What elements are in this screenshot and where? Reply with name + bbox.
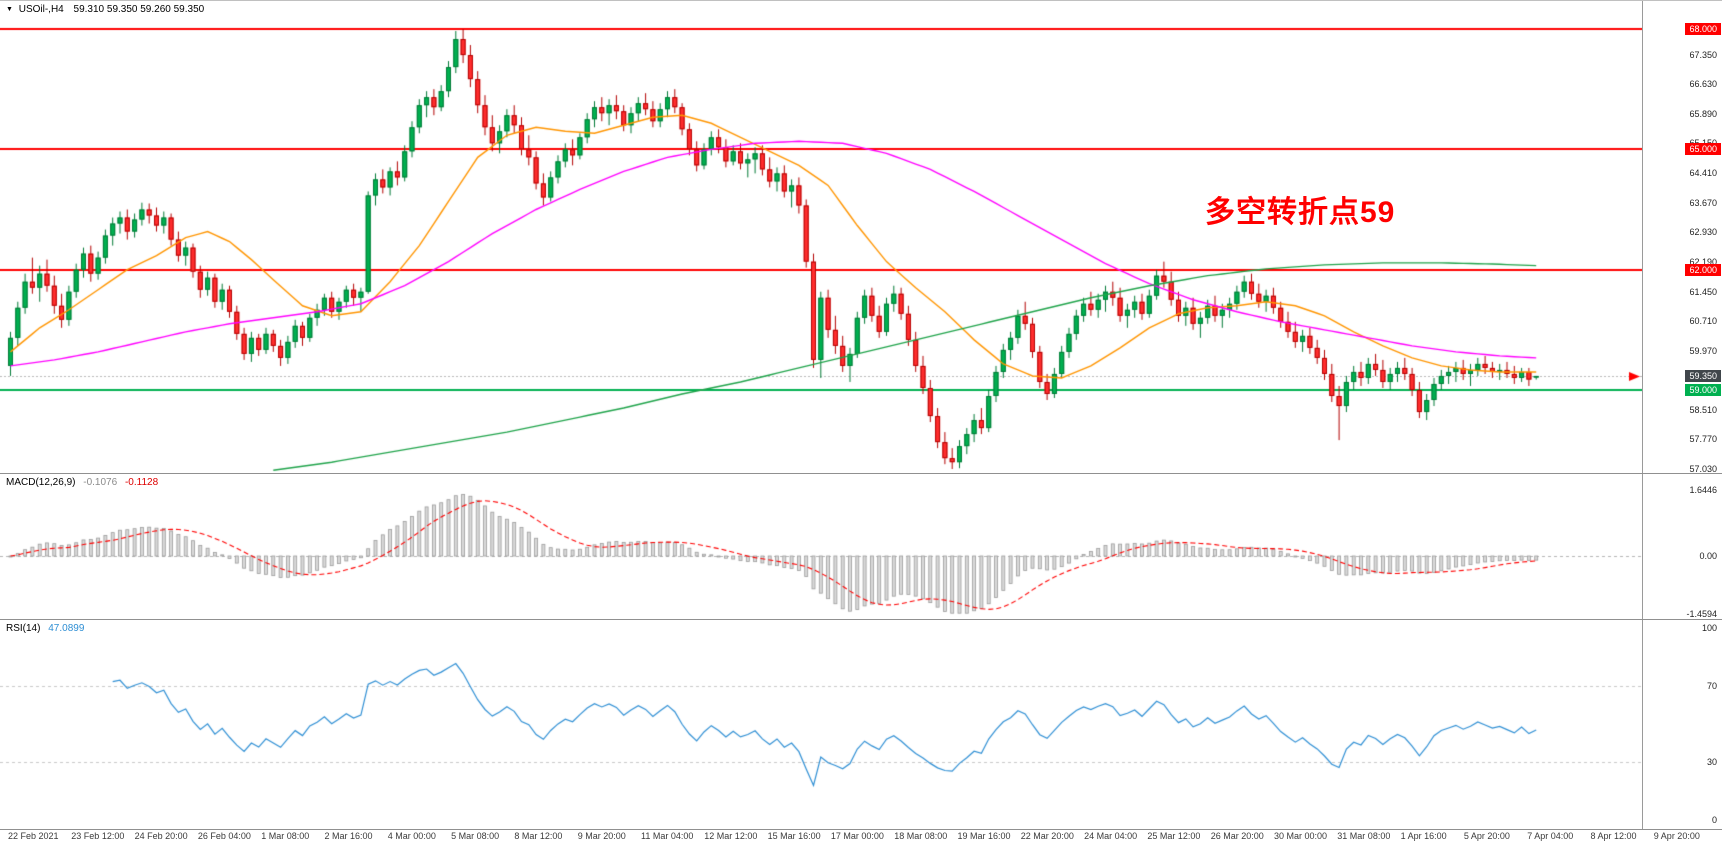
macd-chart-canvas[interactable] [0, 474, 1642, 620]
rsi-axis-tick: 70 [1706, 680, 1717, 691]
time-axis-label: 12 Mar 12:00 [704, 831, 758, 841]
rsi-name: RSI(14) [6, 623, 41, 634]
time-axis-label: 22 Feb 2021 [8, 831, 59, 841]
time-axis-label: 11 Mar 04:00 [641, 831, 694, 841]
price-axis-tick: 62.190 [1689, 257, 1717, 268]
macd-axis-tick: -1.4594 [1686, 609, 1717, 620]
time-axis-label: 26 Mar 20:00 [1210, 831, 1264, 841]
rsi-axis-scale[interactable]: 100 70 30 0 [1642, 620, 1722, 829]
time-axis-label: 1 Mar 08:00 [261, 831, 310, 841]
rsi-indicator-label: RSI(14) 47.0899 [6, 623, 84, 634]
macd-indicator-panel: MACD(12,26,9) -0.1076 -0.1128 1.6446 0.00… [0, 473, 1722, 620]
price-level-badge: 62.000 [1685, 263, 1721, 276]
price-axis-tick: 61.450 [1689, 286, 1717, 297]
price-chart-panel: ▼ USOil-,H4 59.310 59.350 59.260 59.350 … [0, 1, 1722, 474]
time-axis-label: 2 Mar 16:00 [324, 831, 373, 841]
price-chart-canvas[interactable] [0, 1, 1642, 473]
time-axis-label: 4 Mar 00:00 [387, 831, 436, 841]
symbol-marker-icon: ▼ [6, 6, 13, 13]
time-axis-label: 5 Mar 08:00 [451, 831, 500, 841]
time-axis-label: 9 Mar 20:00 [577, 831, 626, 841]
time-axis-label: 8 Mar 12:00 [514, 831, 563, 841]
time-axis-label: 9 Apr 20:00 [1653, 831, 1700, 841]
macd-axis-tick: 1.6446 [1689, 485, 1717, 496]
macd-axis-tick: 0.00 [1699, 551, 1717, 561]
time-axis-label: 1 Apr 16:00 [1400, 831, 1447, 841]
time-axis-label: 26 Feb 04:00 [197, 831, 251, 841]
price-axis-tick: 57.030 [1689, 464, 1717, 474]
macd-indicator-label: MACD(12,26,9) -0.1076 -0.1128 [6, 477, 158, 488]
time-axis[interactable]: 22 Feb 2021 23 Feb 12:00 24 Feb 20:00 26 Fe… [0, 829, 1722, 841]
price-axis-tick: 60.710 [1689, 316, 1717, 327]
time-axis-label: 7 Apr 04:00 [1527, 831, 1574, 841]
macd-value-signal: -0.1128 [124, 477, 159, 488]
time-axis-label: 24 Feb 20:00 [134, 831, 188, 841]
price-axis-scale[interactable]: 68.000 67.350 66.630 65.890 65.150 64.410 63.6… [1642, 1, 1722, 474]
rsi-chart-canvas[interactable] [0, 620, 1642, 830]
macd-name: MACD(12,26,9) [6, 477, 76, 488]
price-axis-tick: 67.350 [1689, 50, 1717, 61]
price-axis-tick: 65.890 [1689, 108, 1717, 119]
time-axis-label: 22 Mar 20:00 [1020, 831, 1074, 841]
price-axis-tick: 58.510 [1689, 404, 1717, 415]
time-axis-label: 25 Mar 12:00 [1147, 831, 1201, 841]
price-axis-tick: 59.970 [1689, 346, 1717, 357]
rsi-axis-tick: 30 [1706, 757, 1717, 768]
rsi-axis-tick: 0 [1711, 815, 1717, 825]
time-axis-label: 18 Mar 08:00 [894, 831, 948, 841]
macd-axis-scale[interactable]: 1.6446 0.00 -1.4594 [1642, 474, 1722, 619]
rsi-axis-tick: 100 [1701, 623, 1717, 633]
symbol-ohlc-values: 59.310 59.350 59.260 59.350 [73, 4, 205, 15]
time-axis-label: 8 Apr 12:00 [1590, 831, 1637, 841]
macd-value-main: -0.1076 [83, 477, 118, 488]
time-axis-label: 17 Mar 00:00 [830, 831, 884, 841]
time-axis-label: 19 Mar 16:00 [957, 831, 1011, 841]
price-axis-tick: 64.410 [1689, 167, 1717, 178]
time-axis-label: 30 Mar 00:00 [1274, 831, 1328, 841]
rsi-indicator-panel: RSI(14) 47.0899 100 70 30 0 [0, 619, 1722, 830]
price-axis-tick: 62.930 [1689, 227, 1717, 238]
time-axis-label: 24 Mar 04:00 [1084, 831, 1138, 841]
time-axis-label: 31 Mar 08:00 [1337, 831, 1391, 841]
price-axis-tick: 65.150 [1689, 138, 1717, 148]
price-axis-tick: 57.770 [1689, 434, 1717, 445]
time-axis-label: 23 Feb 12:00 [71, 831, 125, 841]
price-axis-tick: 63.670 [1689, 197, 1717, 208]
time-axis-label: 15 Mar 16:00 [767, 831, 821, 841]
symbol-name: USOil-,H4 [18, 4, 64, 15]
chart-text-annotation: 多空转折点59 [1205, 196, 1396, 229]
current-price-badge: 59.350 [1685, 369, 1721, 382]
price-level-badge: 65.000 [1685, 143, 1721, 156]
symbol-info-bar: ▼ USOil-,H4 59.310 59.350 59.260 59.350 [6, 4, 204, 15]
rsi-value: 47.0899 [48, 623, 85, 634]
time-axis-label: 5 Apr 20:00 [1463, 831, 1510, 841]
price-level-badge: 68.000 [1685, 23, 1721, 35]
price-axis-tick: 66.630 [1689, 78, 1717, 89]
price-level-badge: 59.000 [1685, 383, 1721, 396]
